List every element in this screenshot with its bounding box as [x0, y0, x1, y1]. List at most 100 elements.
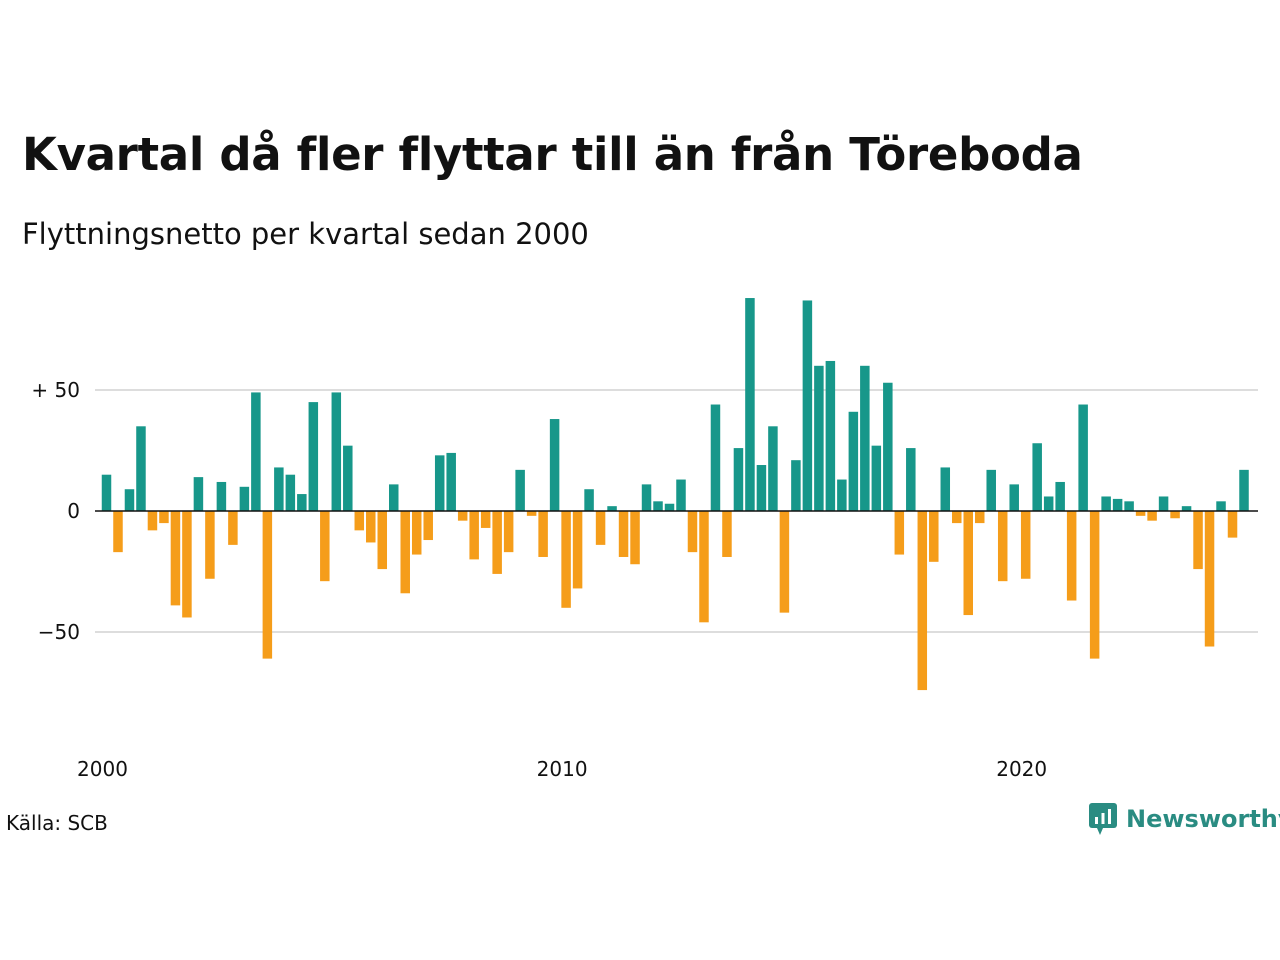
x-tick-label: 2000	[77, 757, 128, 781]
bar	[366, 511, 376, 543]
bar	[389, 484, 399, 511]
bar	[791, 460, 801, 511]
source-note: Källa: SCB	[6, 811, 108, 835]
bar	[906, 448, 916, 511]
bar	[1032, 443, 1042, 511]
y-tick-label: + 50	[31, 378, 80, 402]
x-tick-label: 2010	[537, 757, 588, 781]
bar	[216, 481, 227, 511]
bar	[1101, 496, 1111, 511]
bar	[584, 489, 594, 511]
bar	[1078, 404, 1088, 511]
bar	[929, 511, 939, 562]
bar	[710, 404, 721, 511]
bar	[469, 511, 479, 560]
bar	[124, 489, 135, 511]
bar	[837, 479, 847, 511]
bar	[997, 511, 1008, 582]
bar	[1043, 496, 1054, 511]
bar	[262, 511, 273, 659]
bar	[802, 300, 813, 511]
bar	[423, 511, 433, 541]
brand-logo: Newsworthy	[1088, 802, 1280, 836]
bar	[1170, 511, 1180, 519]
bar	[480, 511, 491, 528]
bar	[549, 419, 560, 511]
bar	[1227, 511, 1238, 538]
chart-subtitle: Flyttningsnetto per kvartal sedan 2000	[22, 217, 589, 251]
bar	[814, 365, 824, 511]
bar	[618, 511, 629, 557]
bar	[446, 452, 456, 511]
bar	[722, 511, 732, 557]
bar	[894, 511, 905, 555]
bar	[1055, 481, 1065, 511]
bar	[940, 467, 951, 511]
bar	[664, 503, 675, 511]
bar	[113, 511, 123, 553]
bar	[434, 455, 445, 511]
bar	[963, 511, 973, 616]
x-tick-label: 2020	[996, 757, 1047, 781]
bar	[917, 511, 928, 691]
bar	[331, 392, 342, 511]
brand-name: Newsworthy	[1126, 805, 1280, 833]
bar	[1204, 511, 1215, 647]
bar	[526, 511, 537, 516]
bar	[768, 426, 778, 511]
bar	[1066, 511, 1077, 601]
bar	[974, 511, 985, 524]
bar	[492, 511, 502, 574]
bar	[411, 511, 422, 555]
bar	[1239, 469, 1249, 511]
bar	[1135, 511, 1146, 516]
y-tick-label: −50	[38, 620, 80, 644]
bar	[572, 511, 583, 589]
newsworthy-logo-icon	[1089, 803, 1117, 835]
bar	[343, 445, 353, 511]
bar	[871, 445, 882, 511]
bar	[745, 298, 755, 511]
bar	[308, 402, 319, 511]
axes: + 50 0 −50 2000 2010 2020	[31, 378, 1258, 781]
bar	[607, 506, 617, 511]
bar	[538, 511, 548, 557]
bar	[687, 511, 698, 553]
bar	[630, 511, 640, 565]
bar	[228, 511, 238, 545]
bar	[653, 501, 663, 511]
bar	[1009, 484, 1019, 511]
bar	[561, 511, 571, 608]
bar	[400, 511, 410, 594]
bar	[147, 511, 158, 531]
bar	[515, 469, 525, 511]
chart-title: Kvartal då fler flyttar till än från Tör…	[22, 128, 1083, 181]
bar	[1193, 511, 1203, 570]
bar	[136, 426, 146, 511]
bar	[297, 494, 307, 511]
bar	[101, 474, 112, 511]
bar	[848, 411, 859, 511]
bar	[1124, 501, 1134, 511]
bar	[182, 511, 192, 618]
bar	[239, 486, 250, 511]
bar	[1158, 496, 1169, 511]
bar	[733, 448, 744, 511]
bar	[457, 511, 468, 521]
bar	[825, 360, 836, 511]
grid-lines	[95, 389, 1258, 633]
bar	[641, 484, 652, 511]
bar	[205, 511, 215, 579]
bar	[756, 465, 767, 511]
bar	[860, 365, 870, 511]
bar	[952, 511, 962, 524]
bar	[1112, 498, 1123, 511]
bar	[251, 392, 261, 511]
bar	[986, 469, 996, 511]
bar	[285, 474, 296, 511]
bar	[159, 511, 169, 524]
bar	[676, 479, 686, 511]
y-tick-label: 0	[67, 499, 80, 523]
bar	[779, 511, 790, 613]
